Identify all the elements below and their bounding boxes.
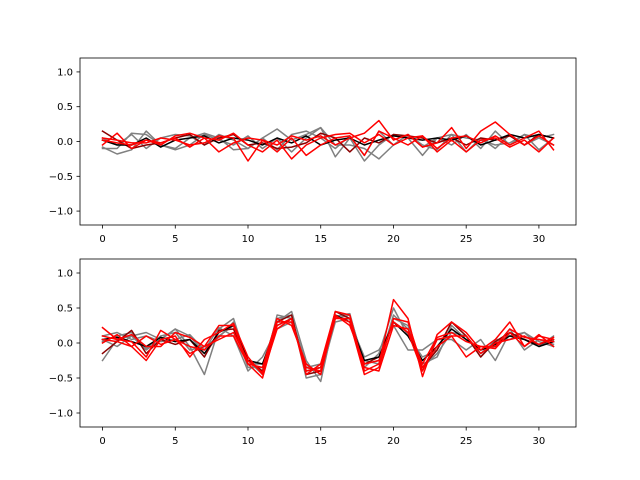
y-tick-label: 0.5 bbox=[57, 102, 73, 113]
x-tick-label: 10 bbox=[242, 234, 255, 245]
x-tick-label: 15 bbox=[314, 436, 327, 447]
y-tick-label: 1.0 bbox=[57, 269, 73, 280]
subplot-top: 0 5 10 15 20 25 30 −1.0 −0.5 0.0 0.5 1.0 bbox=[49, 57, 577, 245]
x-tick-label: 30 bbox=[533, 234, 546, 245]
series-group bbox=[101, 119, 555, 162]
y-tick-label: 0.5 bbox=[57, 304, 73, 315]
y-tick-label: 1.0 bbox=[57, 67, 73, 78]
x-tick-label: 0 bbox=[99, 234, 105, 245]
y-tick-label: −0.5 bbox=[49, 374, 73, 385]
x-tick-label: 25 bbox=[460, 234, 473, 245]
series-line-6 bbox=[101, 119, 555, 153]
y-tick-label: 0.0 bbox=[57, 339, 73, 350]
series-line-6 bbox=[101, 298, 555, 379]
x-tick-label: 15 bbox=[314, 234, 327, 245]
series-line-9 bbox=[101, 314, 555, 376]
y-tick-label: −0.5 bbox=[49, 172, 73, 183]
x-tick-label: 30 bbox=[533, 436, 546, 447]
series-line-0 bbox=[101, 126, 555, 162]
series-group bbox=[101, 298, 555, 383]
y-tick-label: −1.0 bbox=[49, 207, 73, 218]
x-tick-label: 25 bbox=[460, 436, 473, 447]
y-tick-label: 0.0 bbox=[57, 137, 73, 148]
subplot-bottom: 0 5 10 15 20 25 30 −1.0 −0.5 0.0 0.5 1.0 bbox=[49, 258, 577, 447]
x-tick-label: 20 bbox=[387, 234, 400, 245]
y-tick-label: −1.0 bbox=[49, 409, 73, 420]
x-tick-label: 5 bbox=[172, 436, 178, 447]
x-tick-label: 10 bbox=[242, 436, 255, 447]
x-tick-label: 0 bbox=[99, 436, 105, 447]
x-tick-label: 20 bbox=[387, 436, 400, 447]
x-tick-label: 5 bbox=[172, 234, 178, 245]
series-line-7 bbox=[101, 130, 555, 162]
